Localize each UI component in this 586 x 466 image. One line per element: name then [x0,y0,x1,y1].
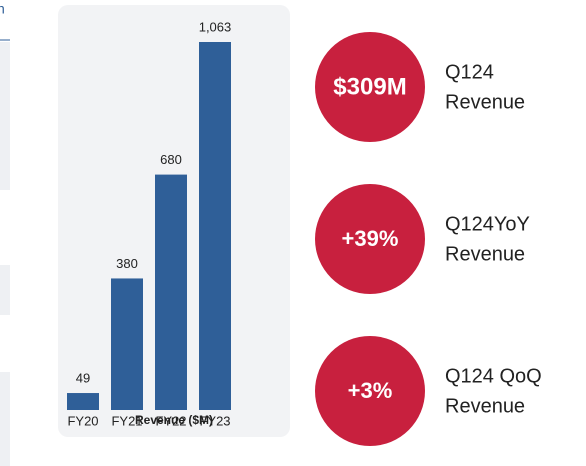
left-card [0,372,10,466]
bar [155,174,187,410]
x-tick-label: FY20 [67,413,98,428]
kpi-circle [315,336,425,446]
kpi-label: Revenue [445,243,525,265]
bar [199,42,231,410]
x-tick-label: FY22 [155,413,186,428]
data-label: 380 [116,256,138,271]
kpi-label: Q124YoY [445,213,530,235]
kpi-value: $309M [333,73,406,100]
data-label: 49 [76,370,90,385]
left-card [0,265,10,315]
kpi-circle [315,32,425,142]
bar [111,278,143,410]
left-fragment: n [0,1,5,17]
data-label: 1,063 [199,19,232,34]
x-tick-label: FY21 [111,413,142,428]
kpi-label: Revenue [445,91,525,113]
x-axis-label: Revenue ($M) [135,413,213,427]
bar [67,393,99,410]
kpi-value: +39% [342,226,399,251]
kpi-circle [315,184,425,294]
kpi-label: Q124 [445,61,494,83]
kpi-value: +3% [348,378,393,403]
kpi-label: Revenue [445,395,525,417]
left-card [0,42,10,190]
data-label: 680 [160,152,182,167]
kpi-label: Q124 QoQ [445,365,542,387]
x-tick-label: FY23 [199,413,230,428]
